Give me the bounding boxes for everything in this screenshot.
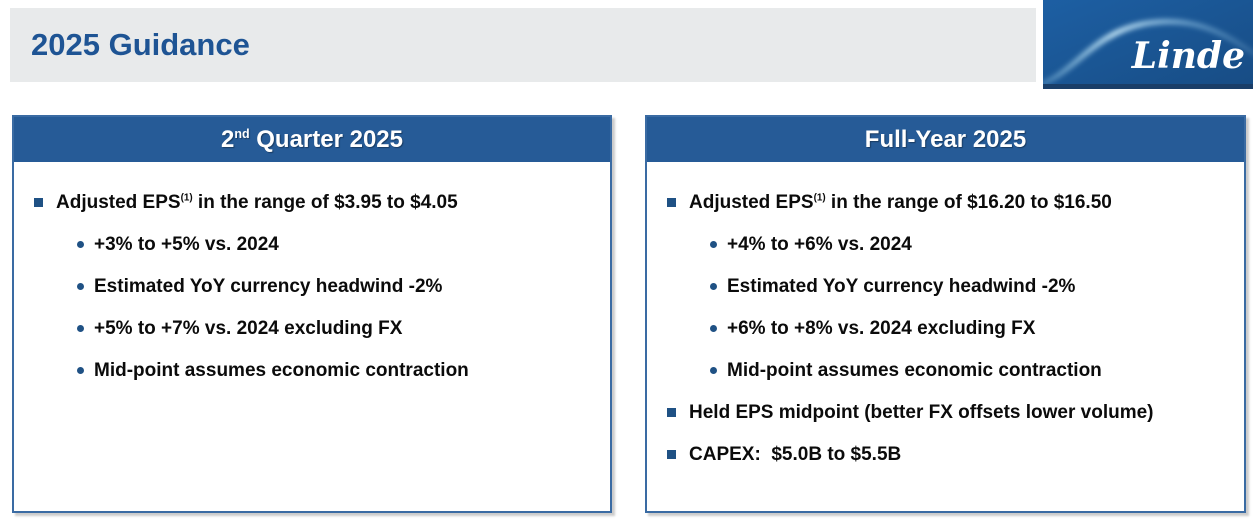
fy-panel: Full-Year 2025 Adjusted EPS(1) in the ra… <box>645 115 1246 513</box>
bullet-text: Adjusted EPS(1) in the range of $16.20 t… <box>689 192 1112 213</box>
square-bullet-icon <box>667 198 676 207</box>
round-bullet-icon <box>710 367 717 374</box>
ordinal-superscript: nd <box>234 126 250 141</box>
q2-panel-title: 2nd Quarter 2025 <box>220 125 403 153</box>
fy-panel-header: Full-Year 2025 <box>647 117 1244 162</box>
sub-bullet-item: +3% to +5% vs. 2024 <box>34 234 592 256</box>
square-bullet-icon <box>667 408 676 417</box>
bullet-item-eps: Adjusted EPS(1) in the range of $16.20 t… <box>667 192 1226 214</box>
sub-bullet-item: +5% to +7% vs. 2024 excluding FX <box>34 318 592 340</box>
logo-bottom-strip <box>1043 84 1253 89</box>
footnote-superscript: (1) <box>813 192 826 204</box>
footnote-superscript: (1) <box>180 192 193 204</box>
sub-bullet-text: Mid-point assumes economic contraction <box>94 360 469 381</box>
q2-panel-body: Adjusted EPS(1) in the range of $3.95 to… <box>14 162 610 382</box>
fy-panel-body: Adjusted EPS(1) in the range of $16.20 t… <box>647 162 1244 466</box>
round-bullet-icon <box>77 241 84 248</box>
fy-panel-title: Full-Year 2025 <box>864 125 1027 153</box>
sub-bullet-text: Estimated YoY currency headwind -2% <box>727 276 1076 297</box>
sub-bullet-text: Mid-point assumes economic contraction <box>727 360 1102 381</box>
sub-bullet-text: +3% to +5% vs. 2024 <box>94 234 279 255</box>
sub-bullet-text: +5% to +7% vs. 2024 excluding FX <box>94 318 403 339</box>
round-bullet-icon <box>710 283 717 290</box>
sub-bullet-item: +4% to +6% vs. 2024 <box>667 234 1226 256</box>
sub-bullet-item: Mid-point assumes economic contraction <box>667 360 1226 382</box>
logo-background <box>1043 0 1253 89</box>
bullet-item-held-eps: Held EPS midpoint (better FX offsets low… <box>667 402 1226 424</box>
bullet-text: CAPEX: $5.0B to $5.5B <box>689 444 902 465</box>
logo-graphic: Linde <box>1043 0 1253 89</box>
page-title: 2025 Guidance <box>31 27 250 62</box>
sub-bullet-text: +6% to +8% vs. 2024 excluding FX <box>727 318 1036 339</box>
title-bar: 2025 Guidance <box>10 8 1036 82</box>
sub-bullet-item: +6% to +8% vs. 2024 excluding FX <box>667 318 1226 340</box>
logo-wordmark: Linde <box>1131 35 1245 77</box>
logo-wave <box>1043 17 1253 89</box>
round-bullet-icon <box>77 325 84 332</box>
sub-bullet-item: Estimated YoY currency headwind -2% <box>34 276 592 298</box>
round-bullet-icon <box>710 325 717 332</box>
square-bullet-icon <box>667 450 676 459</box>
sub-bullet-item: Mid-point assumes economic contraction <box>34 360 592 382</box>
sub-bullet-text: Estimated YoY currency headwind -2% <box>94 276 443 297</box>
q2-panel-header: 2nd Quarter 2025 <box>14 117 610 162</box>
sub-bullet-text: +4% to +6% vs. 2024 <box>727 234 912 255</box>
bullet-item-capex: CAPEX: $5.0B to $5.5B <box>667 444 1226 466</box>
bullet-item-eps: Adjusted EPS(1) in the range of $3.95 to… <box>34 192 592 214</box>
bullet-text: Held EPS midpoint (better FX offsets low… <box>689 402 1154 423</box>
sub-bullet-item: Estimated YoY currency headwind -2% <box>667 276 1226 298</box>
bullet-text: Adjusted EPS(1) in the range of $3.95 to… <box>56 192 458 213</box>
linde-logo: Linde <box>1043 0 1253 89</box>
round-bullet-icon <box>710 241 717 248</box>
q2-panel: 2nd Quarter 2025 Adjusted EPS(1) in the … <box>12 115 612 513</box>
round-bullet-icon <box>77 367 84 374</box>
round-bullet-icon <box>77 283 84 290</box>
square-bullet-icon <box>34 198 43 207</box>
